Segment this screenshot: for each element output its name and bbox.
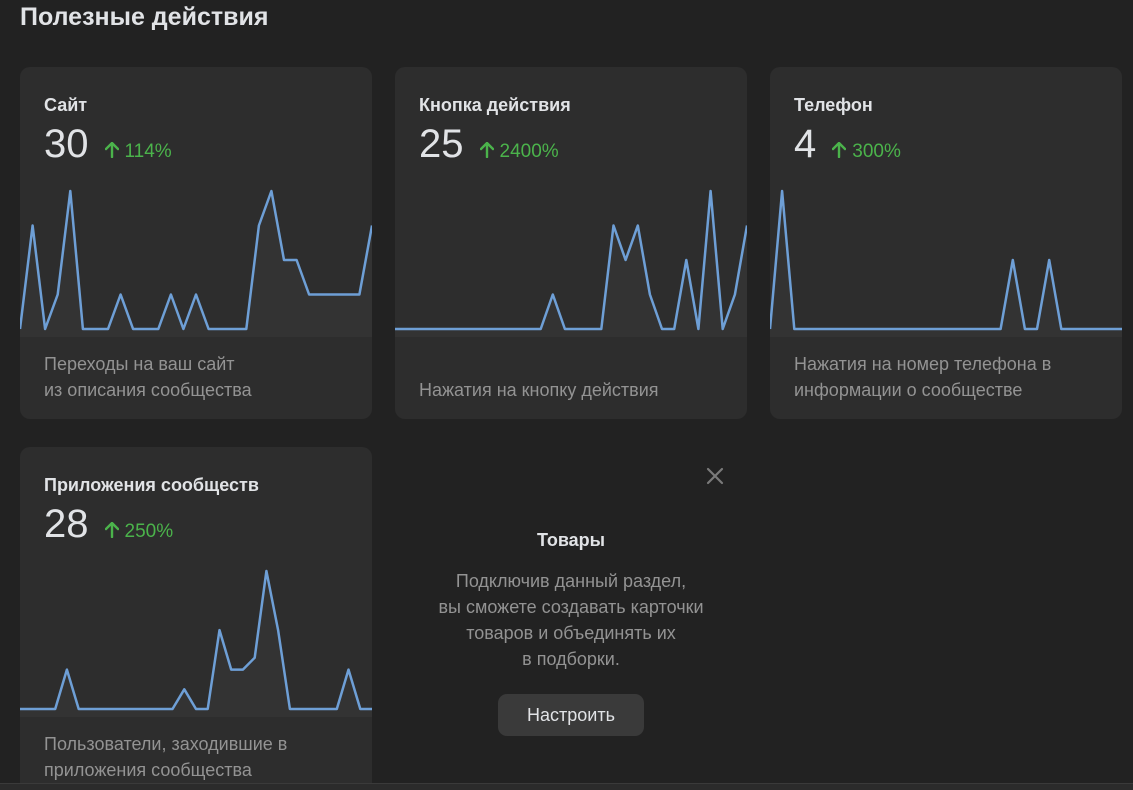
sparkline-chart — [770, 189, 1122, 337]
metric-value: 28 — [44, 502, 89, 546]
page-title: Полезные действия — [20, 3, 269, 31]
products-promo-card: Товары Подключив данный раздел, вы сможе… — [395, 450, 747, 785]
metric-value: 4 — [794, 122, 817, 166]
arrow-up-icon — [104, 142, 119, 158]
metric-row: 28 250% — [44, 502, 173, 547]
card-description: Переходы на ваш сайт из описания сообщес… — [44, 351, 352, 403]
stat-card-site[interactable]: Сайт 30 114% Переходы на ваш сайт из опи… — [20, 67, 372, 419]
chart-line — [20, 189, 372, 331]
change-percent: 114% — [124, 141, 172, 162]
metric-row: 4 300% — [794, 122, 901, 167]
promo-text-line: Подключив данный раздел, — [455, 571, 687, 591]
chart-area — [395, 191, 747, 337]
promo-title: Товары — [536, 530, 606, 550]
card-description: Нажатия на кнопку действия — [419, 351, 727, 403]
change-percent: 2400% — [499, 141, 559, 162]
card-title: Сайт — [44, 95, 88, 115]
description-line: из описания сообщества — [44, 380, 252, 400]
chart-area — [20, 191, 372, 337]
description-line — [419, 351, 727, 377]
card-title: Телефон — [794, 95, 873, 115]
description-line: Нажатия на номер телефона в — [794, 354, 1052, 374]
arrow-up-icon — [832, 142, 847, 158]
card-description: Нажатия на номер телефона в информации о… — [794, 351, 1102, 403]
description-line: Нажатия на кнопку действия — [419, 380, 659, 400]
chart-line — [395, 189, 747, 331]
sparkline-chart — [395, 189, 747, 337]
metric-row: 30 114% — [44, 122, 172, 167]
arrow-up-icon — [104, 522, 119, 538]
promo-text: Подключив данный раздел, вы сможете созд… — [395, 568, 747, 672]
description-line: приложения сообщества — [44, 760, 252, 780]
card-title: Приложения сообществ — [44, 475, 259, 495]
chart-line — [770, 189, 1122, 331]
metric-change: 114% — [104, 141, 172, 163]
arrow-up-icon — [479, 142, 494, 158]
bottom-scrollbar — [0, 783, 1133, 790]
chart-line — [20, 569, 372, 711]
promo-text-line: в подборки. — [522, 649, 620, 669]
metric-value: 30 — [44, 122, 89, 166]
change-percent: 300% — [852, 141, 901, 162]
metric-row: 25 2400% — [419, 122, 559, 167]
promo-text-line: товаров и объединять их — [466, 623, 676, 643]
card-description: Пользователи, заходившие в приложения со… — [44, 731, 352, 783]
sparkline-chart — [20, 569, 372, 717]
stat-card-community-apps[interactable]: Приложения сообществ 28 250% Пользовател… — [20, 447, 372, 790]
chart-area — [770, 191, 1122, 337]
metric-change: 250% — [104, 521, 174, 543]
sparkline-chart — [20, 189, 372, 337]
metric-change: 300% — [832, 141, 901, 163]
change-percent: 250% — [124, 521, 174, 542]
close-icon — [706, 467, 724, 485]
setup-button[interactable]: Настроить — [498, 694, 644, 736]
stat-card-action-button[interactable]: Кнопка действия 25 2400% Нажатия на кноп… — [395, 67, 747, 419]
description-line: информации о сообществе — [794, 380, 1023, 400]
chart-area — [20, 571, 372, 717]
metric-change: 2400% — [479, 141, 559, 163]
card-title: Кнопка действия — [419, 95, 571, 115]
stat-card-phone[interactable]: Телефон 4 300% Нажатия на номер телефона… — [770, 67, 1122, 419]
description-line: Пользователи, заходившие в — [44, 734, 288, 754]
metric-value: 25 — [419, 122, 464, 166]
promo-text-line: вы сможете создавать карточки — [438, 597, 704, 617]
description-line: Переходы на ваш сайт — [44, 354, 235, 374]
close-button[interactable] — [703, 464, 727, 488]
